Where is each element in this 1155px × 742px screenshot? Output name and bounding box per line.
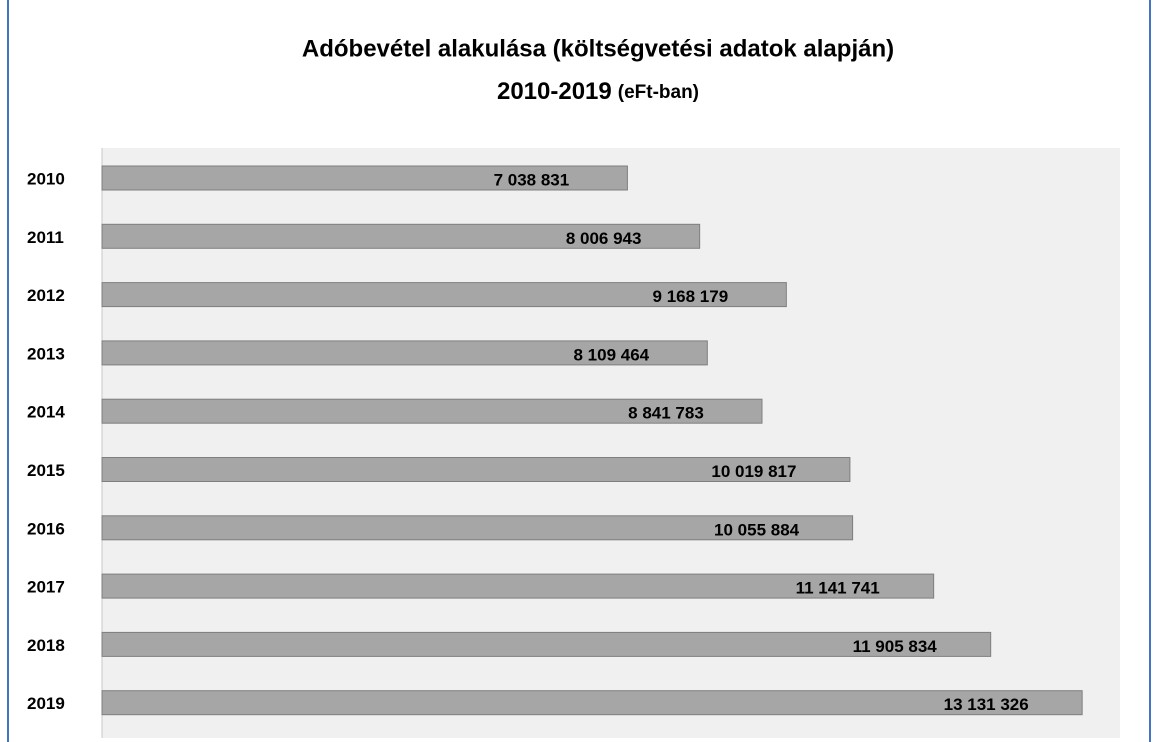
bar <box>101 282 787 308</box>
value-label: 8 006 943 <box>566 229 642 248</box>
category-label: 2011 <box>27 228 64 247</box>
value-label: 11 141 741 <box>796 579 880 598</box>
bar <box>101 340 708 366</box>
category-label: 2010 <box>27 169 65 188</box>
category-label: 2014 <box>27 403 65 422</box>
value-label: 7 038 831 <box>494 170 570 189</box>
chart-subtitle-line: 2010-2019 (eFt-ban) <box>497 78 699 105</box>
bar <box>101 223 701 249</box>
category-label: 2016 <box>27 519 65 538</box>
category-label: 2017 <box>27 578 65 597</box>
chart-title: Adóbevétel alakulása (költségvetési adat… <box>302 35 894 62</box>
bars: 2010 7 038 831 2011 8 006 943 2012 9 168 179 2… <box>27 165 1083 716</box>
value-label: 11 905 834 <box>853 637 938 656</box>
category-label: 2018 <box>27 636 65 655</box>
chart-unit: (eFt-ban) <box>618 82 699 103</box>
bar <box>101 631 992 657</box>
value-label: 10 019 817 <box>711 462 796 481</box>
value-label: 13 131 326 <box>944 695 1029 714</box>
value-label: 8 841 783 <box>628 404 704 423</box>
bar <box>101 573 935 599</box>
bar <box>101 165 628 191</box>
value-label: 10 055 884 <box>714 520 800 539</box>
category-label: 2015 <box>27 461 65 480</box>
category-label: 2012 <box>27 286 65 305</box>
bar <box>101 457 851 482</box>
value-label: 8 109 464 <box>573 345 649 364</box>
chart-subtitle: 2010-2019 <box>497 78 612 105</box>
bar <box>101 398 763 424</box>
bar <box>101 690 1083 716</box>
category-label: 2013 <box>27 344 65 363</box>
category-label: 2019 <box>27 694 65 713</box>
bar <box>101 515 854 541</box>
value-label: 9 168 179 <box>653 287 729 306</box>
